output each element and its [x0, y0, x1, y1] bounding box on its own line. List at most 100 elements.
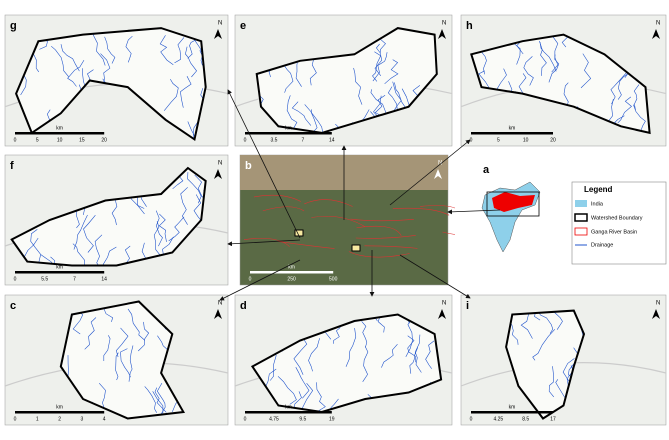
stream [180, 76, 192, 108]
stream [99, 246, 117, 266]
stream [154, 387, 167, 413]
watershed-boundary [59, 300, 186, 420]
scale-bar [15, 411, 105, 414]
stream [295, 367, 310, 399]
scale-label: 4.25 [493, 416, 503, 422]
panel-label: c [10, 300, 16, 312]
river [262, 206, 305, 212]
stream [155, 210, 163, 247]
watershed [252, 314, 442, 412]
scale-label: 3.5 [270, 137, 277, 143]
north-arrow [434, 169, 442, 179]
river [350, 218, 414, 222]
scale-label: 14 [329, 137, 335, 143]
stream [194, 174, 206, 211]
panel-label: d [240, 300, 247, 312]
river [304, 199, 353, 207]
watershed-boundary [10, 166, 207, 267]
scale-label: 500 [329, 276, 338, 282]
scale-label: 5 [36, 137, 39, 143]
stream [30, 229, 42, 262]
scale-label: 5 [497, 137, 500, 143]
north-arrow [438, 29, 446, 39]
panel-label: a [483, 164, 490, 176]
scale-label: 2 [58, 416, 61, 422]
stream [115, 352, 119, 381]
stream [610, 72, 627, 105]
scale-label: 0 [470, 137, 473, 143]
stream [552, 423, 567, 440]
arrow [219, 259, 301, 301]
scale-label: 19 [329, 416, 335, 422]
legend-swatch [574, 227, 588, 236]
stream [345, 328, 357, 367]
stream [168, 216, 185, 242]
scale-bar [471, 132, 553, 135]
stream [377, 314, 387, 333]
stream [119, 245, 131, 266]
stream [425, 340, 435, 369]
stream [174, 37, 185, 64]
stream [51, 45, 70, 78]
north-arrow [214, 29, 222, 39]
arrow [389, 139, 471, 206]
stream [281, 62, 294, 93]
stream [125, 35, 133, 63]
scale-unit: km [285, 404, 292, 410]
stream [534, 310, 545, 321]
stream [277, 376, 297, 405]
legend [571, 181, 667, 265]
scale-label: 3 [81, 416, 84, 422]
scale-label: 7 [301, 137, 304, 143]
panel-label: b [245, 160, 252, 172]
north-label: N [438, 161, 442, 167]
scale-label: 15 [79, 137, 85, 143]
legend-item: Ganga River Basin [591, 229, 637, 235]
river [244, 238, 290, 247]
stream [291, 101, 312, 126]
stream [391, 81, 402, 114]
river [356, 225, 402, 236]
legend-swatch [574, 213, 588, 222]
stream [372, 51, 382, 82]
scale-bar [250, 271, 334, 274]
north-label: N [218, 301, 222, 307]
river [364, 245, 418, 249]
stream [361, 321, 368, 348]
panel-label: i [466, 300, 469, 312]
scale-label: 9.5 [299, 416, 306, 422]
watershed-boundary [250, 313, 443, 414]
river [253, 194, 301, 202]
stream [73, 214, 88, 250]
legend-title: Legend [584, 185, 613, 194]
scale-bar [15, 271, 105, 274]
stream [100, 53, 111, 84]
stream [83, 215, 96, 253]
panel-label: h [466, 20, 473, 32]
north-label: N [218, 21, 222, 27]
stream [381, 344, 398, 368]
stream [141, 242, 155, 266]
scale-label: 17 [550, 416, 556, 422]
scale-label: 4.75 [269, 416, 279, 422]
stream [152, 391, 164, 419]
scale-label: 10 [523, 137, 529, 143]
stream [158, 213, 167, 242]
north-arrow [438, 309, 446, 319]
stream [153, 221, 162, 257]
panel-label: g [10, 20, 17, 32]
scale-unit: km [56, 404, 63, 410]
stream [523, 56, 534, 86]
arrow [227, 239, 301, 247]
stream [192, 121, 199, 140]
watershed [471, 34, 650, 133]
scale-unit: km [285, 125, 292, 131]
panel-label: f [10, 160, 14, 172]
stream [536, 310, 554, 334]
stream [137, 321, 150, 352]
river [355, 234, 416, 239]
panel-a: a Legend India Watershed Boundary Ganga … [455, 158, 667, 284]
scale-label: 1 [36, 416, 39, 422]
